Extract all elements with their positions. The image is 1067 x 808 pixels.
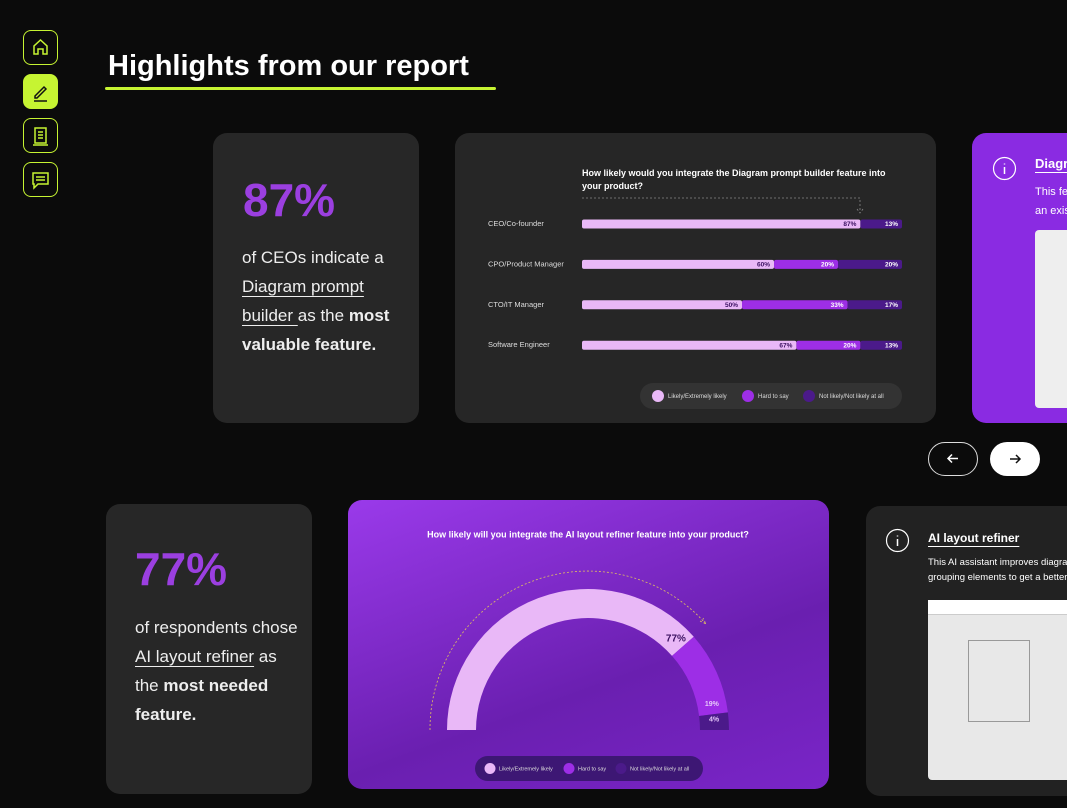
comments-button[interactable] (23, 162, 58, 197)
text: as the (135, 647, 277, 695)
screenshot (928, 600, 1067, 780)
feature-text: This fe (1035, 186, 1067, 198)
next-button[interactable] (990, 442, 1040, 476)
feature-card: AI layout refiner This AI assistant impr… (866, 506, 1067, 796)
page-title: Highlights from our report (108, 50, 469, 82)
feature-text: This AI assistant improves diagra (928, 557, 1067, 568)
title-underline (105, 87, 496, 90)
prev-button[interactable] (928, 442, 978, 476)
feature-card: Diagra This fe an exis (972, 133, 1067, 423)
text: of CEOs indicate a (242, 248, 384, 267)
stat: 77% (135, 543, 228, 595)
bold-text: most needed feature. (135, 676, 269, 724)
text: as the (297, 306, 349, 325)
chart-card (348, 500, 829, 789)
bold-text: most valuable feature. (242, 306, 390, 354)
report-button[interactable] (23, 118, 58, 153)
link-text: AI layout refiner (135, 647, 255, 666)
feature-title: Diagra (1035, 156, 1067, 171)
text: of respondents chose (135, 618, 298, 637)
link-text: Diagram prompt builder (242, 277, 364, 325)
home-button[interactable] (23, 30, 58, 65)
stat: 87% (243, 174, 336, 226)
stat-card: 87% of CEOs indicate a Diagram prompt bu… (213, 133, 419, 423)
stat-card: 77% of respondents chose AI layout refin… (106, 504, 312, 794)
chart-card (455, 133, 936, 423)
feature-text: an exis (1035, 205, 1067, 217)
screenshot (1035, 230, 1067, 408)
feature-text: grouping elements to get a better (928, 572, 1067, 583)
feature-title: AI layout refiner (928, 531, 1020, 545)
stat-text: of respondents chose AI layout refiner a… (135, 613, 300, 729)
highlights-button[interactable] (23, 74, 58, 109)
stat-text: of CEOs indicate a Diagram prompt builde… (242, 243, 407, 359)
